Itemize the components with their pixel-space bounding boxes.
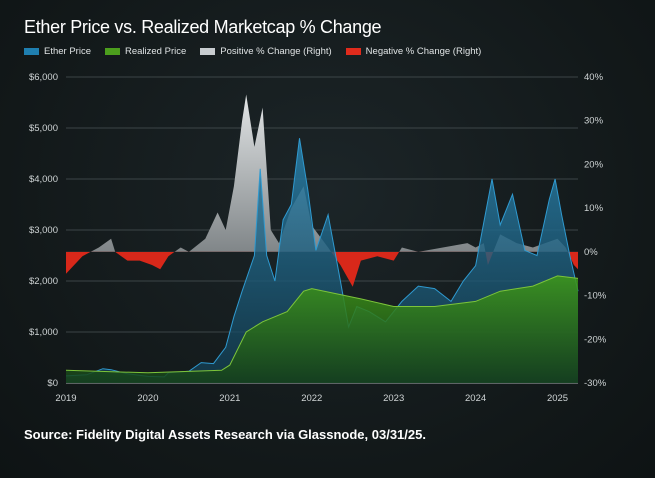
x-tick-label: 2021 <box>219 393 240 404</box>
x-tick-label: 2020 <box>137 393 158 404</box>
legend-swatch <box>24 48 39 55</box>
legend: Ether Price Realized Price Positive % Ch… <box>24 46 481 57</box>
source-note: Source: Fidelity Digital Assets Research… <box>24 427 426 442</box>
legend-item-positive: Positive % Change (Right) <box>200 46 332 57</box>
legend-label: Realized Price <box>125 46 187 57</box>
y-left-tick-label: $1,000 <box>29 327 58 338</box>
y-left-tick-label: $0 <box>47 378 58 389</box>
legend-item-ether-price: Ether Price <box>24 46 91 57</box>
y-right-tick-label: 0% <box>584 247 598 258</box>
legend-label: Negative % Change (Right) <box>365 46 482 57</box>
y-right-tick-label: 30% <box>584 116 604 127</box>
x-tick-label: 2023 <box>383 393 404 404</box>
legend-swatch <box>105 48 120 55</box>
x-tick-label: 2025 <box>547 393 568 404</box>
legend-swatch <box>200 48 216 55</box>
legend-item-realized-price: Realized Price <box>105 46 186 57</box>
y-left-tick-label: $5,000 <box>29 123 58 134</box>
y-left-tick-label: $2,000 <box>29 276 58 287</box>
realized-price-line <box>65 275 579 374</box>
y-left-tick-label: $6,000 <box>29 72 58 83</box>
legend-item-negative: Negative % Change (Right) <box>345 46 482 57</box>
x-tick-label: 2019 <box>55 393 76 404</box>
legend-label: Positive % Change (Right) <box>220 46 332 57</box>
y-right-tick-label: -10% <box>584 291 607 302</box>
x-tick-label: 2024 <box>465 393 486 404</box>
y-right-tick-label: 40% <box>584 72 604 83</box>
realized-price-area <box>66 275 578 383</box>
chart-title: Ether Price vs. Realized Marketcap % Cha… <box>24 17 382 37</box>
y-left-tick-label: $3,000 <box>29 225 58 236</box>
y-right-tick-label: -30% <box>584 378 607 389</box>
legend-label: Ether Price <box>44 46 91 57</box>
y-right-tick-label: 20% <box>584 159 604 170</box>
y-left-tick-label: $4,000 <box>29 174 58 185</box>
y-right-tick-label: -20% <box>584 334 607 345</box>
legend-swatch <box>345 48 361 55</box>
x-tick-label: 2022 <box>301 393 322 404</box>
y-right-tick-label: 10% <box>584 203 604 214</box>
